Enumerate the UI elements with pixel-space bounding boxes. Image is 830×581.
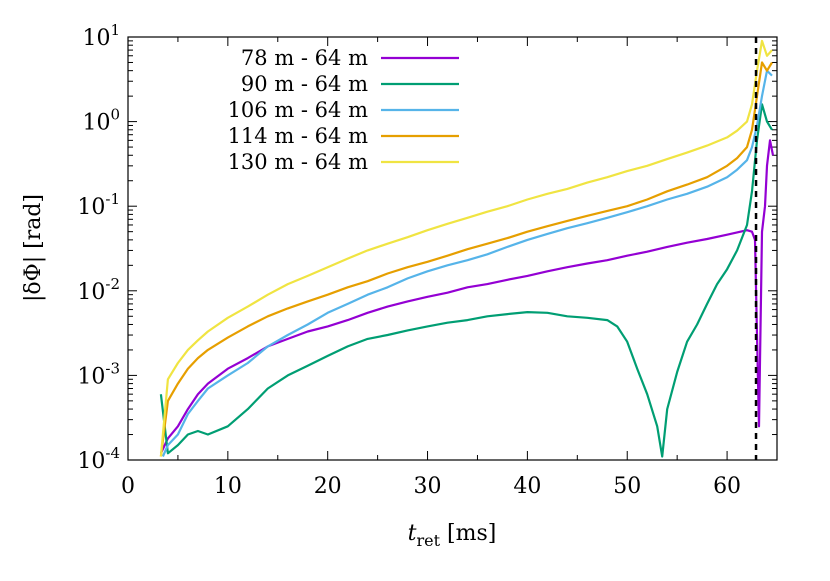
legend-label: 90 m - 64 m [241,72,368,96]
x-axis-label-main: t [408,521,417,546]
y-tick-label: 10-2 [77,275,120,305]
y-tick-base: 10 [77,195,105,220]
y-tick-label: 10-1 [77,190,120,220]
x-axis-label-unit: [ms] [440,521,496,546]
y-tick-exp: 0 [110,106,120,124]
legend-label: 130 m - 64 m [228,150,369,174]
x-tick-label: 0 [121,474,135,499]
axis-ticks [127,36,777,461]
series-line-3 [161,69,773,457]
x-tick-label: 40 [513,474,541,499]
x-tick-labels: 0 10 20 30 40 50 60 [121,474,741,499]
legend-label: 78 m - 64 m [241,46,368,70]
y-tick-base: 10 [82,26,110,51]
y-tick-base: 10 [77,364,105,389]
y-tick-exp: -2 [105,275,120,293]
y-tick-base: 10 [82,111,110,136]
x-tick-label: 20 [314,474,342,499]
series-line-2 [159,103,773,458]
series-line-4 [159,61,773,457]
y-tick-exp: -1 [105,190,120,208]
y-tick-exp: 1 [110,21,120,39]
x-axis-label: tret [ms] [408,521,497,550]
x-axis-label-sub: ret [416,531,440,550]
series-line-5 [159,39,773,457]
legend-label: 114 m - 64 m [228,124,369,148]
x-tick-label: 60 [713,474,741,499]
y-tick-base: 10 [77,280,105,305]
plot-frame [127,36,778,461]
x-tick-label: 10 [214,474,242,499]
y-tick-exp: -4 [105,444,120,462]
legend-label: 106 m - 64 m [228,98,369,122]
y-axis-label: |δΦ| [rad] [21,194,46,302]
y-tick-label: 101 [82,21,120,51]
x-tick-label: 30 [414,474,442,499]
y-tick-base: 10 [77,449,105,474]
y-tick-exp: -3 [105,359,120,377]
y-tick-label: 10-3 [77,359,120,389]
y-tick-label: 100 [82,106,120,136]
y-tick-label: 10-4 [77,444,120,474]
x-tick-label: 50 [613,474,641,499]
